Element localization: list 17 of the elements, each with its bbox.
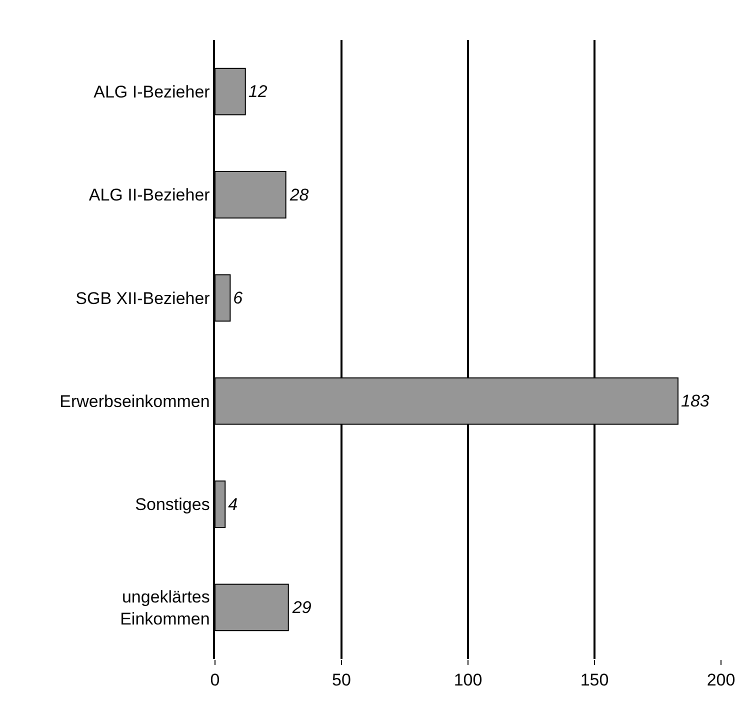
data-label: 183 — [680, 392, 710, 411]
y-tick-label: Sonstiges — [135, 495, 210, 514]
y-tick-label: ungeklärtes Einkommen — [120, 587, 210, 628]
x-tick-label: 100 — [454, 670, 482, 690]
data-label: 12 — [248, 82, 268, 102]
data-label: 6 — [233, 288, 244, 308]
x-tick-label: 50 — [332, 670, 351, 690]
x-tick-label: 0 — [210, 670, 220, 690]
y-tick-label: SGB XII-Bezieher — [76, 288, 210, 308]
y-tick-label: Erwerbseinkommen — [60, 392, 210, 412]
y-tick-label: ALG II-Bezieher — [88, 186, 210, 205]
x-tick-label: 150 — [580, 670, 609, 690]
data-label: 28 — [288, 185, 310, 204]
x-tick-label: 200 — [706, 670, 736, 690]
data-label: 29 — [291, 598, 312, 617]
data-label: 4 — [228, 494, 238, 514]
y-tick-label: ALG I-Bezieher — [94, 82, 210, 102]
